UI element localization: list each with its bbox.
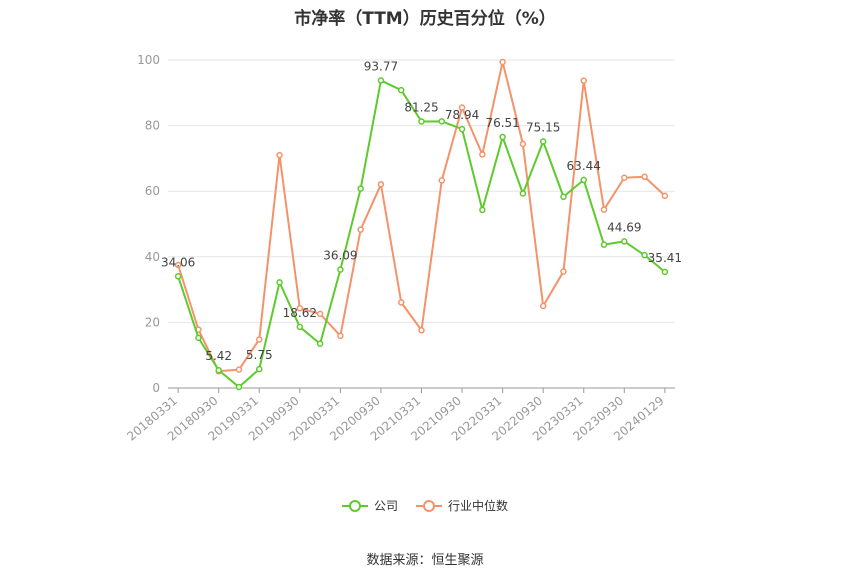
y-tick-label: 60 <box>145 184 160 198</box>
data-point <box>316 310 324 318</box>
data-point <box>174 261 182 269</box>
data-point <box>256 336 263 343</box>
data-point <box>580 77 587 84</box>
legend-item-company[interactable]: 公司 <box>341 497 398 514</box>
data-point <box>519 190 527 197</box>
y-tick-label: 40 <box>145 250 160 264</box>
data-point <box>235 366 243 373</box>
chart-title: 市净率（TTM）历史百分位（%） <box>294 9 556 29</box>
data-point <box>519 140 527 148</box>
data-point <box>276 279 283 286</box>
y-tick-label: 20 <box>145 315 160 329</box>
data-label: 34.06 <box>161 255 195 269</box>
data-point <box>641 251 648 259</box>
data-labels: 34.06 5.42 5.75 18.62 36.09 93.77 81.25 78.94 76… <box>161 59 682 363</box>
data-point <box>621 238 628 245</box>
axes: 0204060801002018033120180930201903312019… <box>124 53 675 444</box>
data-label: 93.77 <box>364 59 398 73</box>
data-point <box>621 174 628 182</box>
data-label: 5.42 <box>205 349 232 363</box>
data-label: 81.25 <box>404 101 438 115</box>
data-point <box>458 104 466 111</box>
data-label: 75.15 <box>526 121 560 135</box>
data-point <box>377 77 385 84</box>
data-point <box>499 58 506 66</box>
data-label: 76.51 <box>485 116 519 130</box>
data-point <box>357 185 364 192</box>
data-label: 44.69 <box>607 220 641 234</box>
data-point <box>438 118 446 125</box>
y-tick-label: 100 <box>137 53 160 67</box>
grid-lines <box>168 59 675 323</box>
y-tick-label: 80 <box>145 119 160 133</box>
data-point <box>418 118 425 125</box>
data-point <box>438 177 446 184</box>
data-point <box>479 151 486 158</box>
data-point <box>337 266 344 273</box>
data-point <box>580 176 587 184</box>
data-label: 5.75 <box>246 348 273 362</box>
legend: 公司 行业中位数 <box>0 497 850 514</box>
data-point <box>316 340 324 347</box>
legend-swatch-industry <box>416 499 442 513</box>
data-label: 18.62 <box>283 306 317 320</box>
data-point <box>661 192 669 200</box>
data-point <box>499 133 506 141</box>
data-point <box>539 302 547 310</box>
data-point <box>296 323 304 331</box>
data-point <box>256 365 263 373</box>
legend-label-industry: 行业中位数 <box>448 499 509 513</box>
data-point <box>337 332 344 340</box>
data-point <box>641 173 648 181</box>
data-label: 35.41 <box>648 251 682 265</box>
data-point <box>418 327 425 334</box>
data-point <box>296 305 304 312</box>
data-point <box>377 181 385 188</box>
data-point <box>661 268 669 276</box>
legend-item-industry[interactable]: 行业中位数 <box>416 497 508 514</box>
data-point <box>539 138 547 145</box>
data-point <box>560 268 567 275</box>
data-point <box>600 241 608 248</box>
data-point <box>600 206 608 213</box>
series-lines <box>174 58 669 391</box>
data-point <box>479 206 486 214</box>
source-note: 数据来源：恒生聚源 <box>366 553 484 568</box>
data-point <box>357 226 364 233</box>
data-point <box>174 273 182 280</box>
data-point <box>195 334 202 342</box>
data-label: 36.09 <box>323 249 357 263</box>
data-point <box>276 151 283 159</box>
data-point <box>560 193 567 201</box>
data-point <box>397 86 405 94</box>
legend-swatch-company <box>341 499 368 513</box>
data-point <box>215 366 222 374</box>
data-point <box>458 125 466 133</box>
data-label: 78.94 <box>445 108 479 122</box>
data-point <box>397 299 405 306</box>
data-label: 63.44 <box>567 159 601 173</box>
legend-label-company: 公司 <box>373 499 398 513</box>
data-point <box>235 383 243 391</box>
y-tick-label: 0 <box>152 381 160 395</box>
